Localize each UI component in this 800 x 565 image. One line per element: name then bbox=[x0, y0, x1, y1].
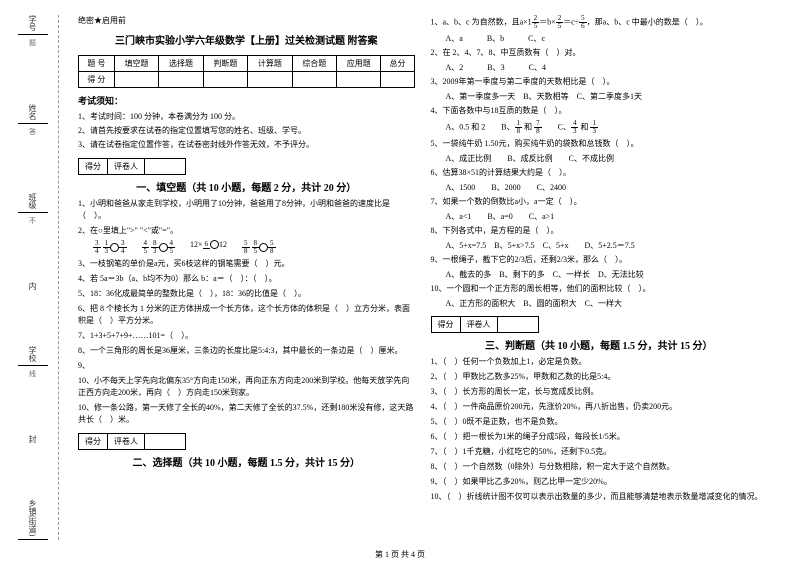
q2-5: 5、一袋纯牛奶 1.50元，购买纯牛奶的袋数和总钱数（ ）。 bbox=[431, 138, 768, 150]
q3-7: 7、（ ）1千克糖，小红吃它的50%，还剩下0.5克。 bbox=[431, 446, 768, 458]
confidential-label: 绝密★启用前 bbox=[78, 15, 415, 26]
side-nei: 内 bbox=[27, 282, 38, 290]
left-column: 绝密★启用前 三门峡市实验小学六年级数学【上册】过关检测试题 附答案 题 号 填… bbox=[70, 15, 423, 535]
right-column: 1、a、b、c 为自然数，且a×125＝b×25＝c÷56，那a、b、c 中最小… bbox=[423, 15, 776, 535]
scorer-box-3: 得分 评卷人 bbox=[431, 316, 539, 333]
q2-6-opts: A、1500 B、2000 C、2400 bbox=[446, 182, 768, 193]
q2-1-opts: A、a B、b C、c bbox=[446, 33, 768, 44]
q2-4-opts: A、0.5 和 2 B、18 和 78 C、43 和 13 bbox=[446, 120, 768, 135]
q1-10b: 10、修一条公路，第一天修了全长的40%，第二天修了全长的37.5%，还剩180… bbox=[78, 402, 415, 426]
q3-9: 9、（ ）如果甲比乙多20%，则乙比甲一定少20%。 bbox=[431, 476, 768, 488]
exam-title: 三门峡市实验小学六年级数学【上册】过关检测试题 附答案 bbox=[78, 32, 415, 47]
q2-1: 1、a、b、c 为自然数，且a×125＝b×25＝c÷56，那a、b、c 中最小… bbox=[431, 15, 768, 30]
q2-8-opts: A、5+x=7.5 B、5+x>7.5 C、5+x D、5+2.5＝7.5 bbox=[446, 240, 768, 251]
q2-6: 6、估算38×51的计算结果大约是（ ）。 bbox=[431, 167, 768, 179]
q3-5: 5、（ ）0既不是正数，也不是负数。 bbox=[431, 416, 768, 428]
q1-7: 7、1+3+5+7+9+……101=（ ）。 bbox=[78, 330, 415, 342]
q1-1: 1、小明和爸爸从家走到学校，小明用了10分钟，爸爸用了8分钟，小明和爸爸的速度比… bbox=[78, 198, 415, 222]
q1-4: 4、若 5a＝3b（a、b均不为0）那么 b：a＝（ ）：（ ）。 bbox=[78, 273, 415, 285]
q2-2: 2、在 2、4、7、8、中互质数有（ ）对。 bbox=[431, 47, 768, 59]
q1-6: 6、把 8 个棱长为 1 分米的正方体拼成一个长方体，这个长方体的体积是（ ）立… bbox=[78, 303, 415, 327]
q3-1: 1、（ ）任何一个负数加上1，必定是负数。 bbox=[431, 356, 768, 368]
page: 绝密★启用前 三门峡市实验小学六年级数学【上册】过关检测试题 附答案 题 号 填… bbox=[0, 0, 800, 540]
q2-3-opts: A、第一季度多一天 B、天数相等 C、第二季度多1天 bbox=[446, 91, 768, 102]
q2-10-opts: A、正方形的面积大 B、圆的面积大 C、一样大 bbox=[446, 298, 768, 309]
q3-10: 10、（ ）折线统计图不仅可以表示出数量的多少，而且能够清楚地表示数量增减变化的… bbox=[431, 491, 768, 503]
q2-3: 3、2009年第一季度与第二季度的天数相比是（ ）。 bbox=[431, 76, 768, 88]
q1-10a: 10、小不每天上学先向北偏东35°方向走150米，再向正东方向走200米到学校。… bbox=[78, 375, 415, 399]
side-xingming: 姓名 bbox=[27, 104, 38, 120]
notice-list: 1、考试时间：100 分钟，本卷满分为 100 分。 2、请首先按要求在试卷的指… bbox=[78, 111, 415, 151]
section-2-title: 二、选择题（共 10 小题，每题 1.5 分，共计 15 分） bbox=[78, 454, 415, 469]
dashed-fold-line bbox=[58, 15, 59, 540]
side-banji: 班级 bbox=[27, 193, 38, 209]
q3-4: 4、（ ）一件商品原价200元，先涨价20%，再八折出售，仍卖200元。 bbox=[431, 401, 768, 413]
q1-5: 5、18：36化成最简单的整数比是（ ），18：36的比值是（ ）。 bbox=[78, 288, 415, 300]
q2-8: 8、下列各式中，是方程的是（ ）。 bbox=[431, 225, 768, 237]
scorer-box-2: 得分 评卷人 bbox=[78, 433, 186, 450]
q2-7-opts: A、a<1 B、a=0 C、a>1 bbox=[446, 211, 768, 222]
q2-10: 10、一个圆和一个正方形的周长相等，他们的面积比较（ ）。 bbox=[431, 283, 768, 295]
q2-2-opts: A、2 B、3 C、4 bbox=[446, 62, 768, 73]
q1-3: 3、一枝钢笔的单价是a元，买6枝这样的钢笔需要（ ）元。 bbox=[78, 258, 415, 270]
side-feng: 封 bbox=[27, 435, 38, 443]
side-xiangzhen: 乡镇(街道) bbox=[27, 499, 38, 536]
side-xuehao: 学号 bbox=[27, 15, 38, 31]
q3-8: 8、（ ）一个自然数（0除外）与分数相除，积一定大于这个自然数。 bbox=[431, 461, 768, 473]
q2-9: 9、一根绳子，截下它的2/3后，还剩2/3米，那么（ ）。 bbox=[431, 254, 768, 266]
q3-3: 3、（ ）长方形的周长一定，长与宽成反比例。 bbox=[431, 386, 768, 398]
section-3-title: 三、判断题（共 10 小题，每题 1.5 分，共计 15 分） bbox=[431, 337, 768, 352]
section-1-title: 一、填空题（共 10 小题，每题 2 分，共计 20 分） bbox=[78, 179, 415, 194]
q1-2: 2、在○里填上">" "<"或"="。 bbox=[78, 225, 415, 237]
q1-9: 9、 bbox=[78, 360, 415, 372]
fraction-row: 34 1334 45 8345 12×612 58 8558 bbox=[93, 240, 415, 255]
binding-margin: 学号题 姓名答 班级不 内 学校线 封 乡镇(街道) bbox=[10, 15, 55, 540]
scorer-box-1: 得分 评卷人 bbox=[78, 158, 186, 175]
q1-8: 8、一个三角形的周长是36厘米，三条边的长度比是5:4:3，其中最长的一条边是（… bbox=[78, 345, 415, 357]
q2-5-opts: A、成正比例 B、成反比例 C、不成比例 bbox=[446, 153, 768, 164]
notice-title: 考试须知： bbox=[78, 94, 415, 107]
page-footer: 第 1 页 共 4 页 bbox=[0, 549, 800, 560]
q3-2: 2、（ ）甲数比乙数多25%，甲数和乙数的比是5:4。 bbox=[431, 371, 768, 383]
side-xuexiao: 学校 bbox=[27, 346, 38, 362]
q2-4: 4、下面各数中与18互质的数是（ ）。 bbox=[431, 105, 768, 117]
q2-9-opts: A、截去的多 B、剩下的多 C、一样长 D、无法比较 bbox=[446, 269, 768, 280]
q2-7: 7、如果一个数的倒数比a小，a一定（ ）。 bbox=[431, 196, 768, 208]
q3-6: 6、（ ）把一根长为1米的绳子分成5段，每段长1/5米。 bbox=[431, 431, 768, 443]
score-table: 题 号 填空题 选择题 判断题 计算题 综合题 应用题 总分 得 分 bbox=[78, 55, 415, 88]
